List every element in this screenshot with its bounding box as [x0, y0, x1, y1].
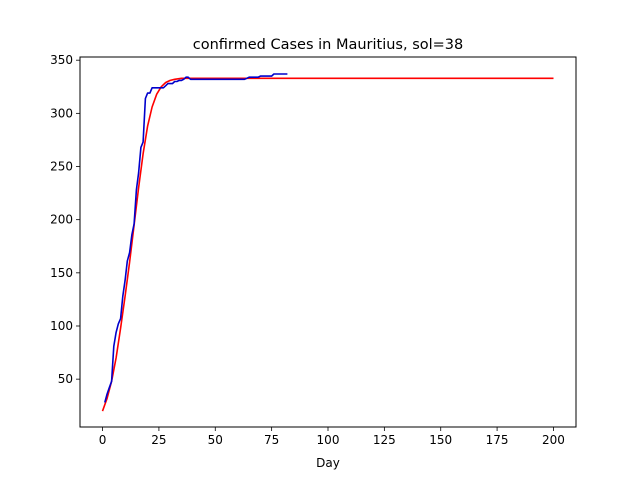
y-axis-ticks: 50 100 150 200 250 300 350: [50, 53, 80, 386]
x-tick-label: 25: [151, 433, 166, 447]
series-layer: [101, 73, 554, 412]
x-tick-label: 150: [429, 433, 452, 447]
x-tick-label: 200: [542, 433, 565, 447]
confirmed-cases-line: [104, 73, 288, 403]
x-tick-label: 50: [208, 433, 223, 447]
chart-title: confirmed Cases in Mauritius, sol=38: [193, 37, 464, 53]
y-tick-label: 50: [58, 372, 73, 386]
x-tick-label: 100: [317, 433, 340, 447]
y-tick-label: 150: [50, 266, 73, 280]
x-tick-label: 0: [99, 433, 107, 447]
x-tick-label: 125: [373, 433, 396, 447]
y-tick-label: 100: [50, 319, 73, 333]
y-tick-label: 200: [50, 213, 73, 227]
x-axis-label: Day: [316, 456, 340, 470]
y-tick-label: 250: [50, 160, 73, 174]
y-tick-label: 350: [50, 53, 73, 67]
y-tick-label: 300: [50, 106, 73, 120]
fitted-curve-line: [101, 77, 554, 412]
x-tick-label: 75: [264, 433, 279, 447]
x-tick-label: 175: [486, 433, 509, 447]
x-axis-ticks: 0 25 50 75 100 125 150 175 200: [99, 427, 565, 447]
